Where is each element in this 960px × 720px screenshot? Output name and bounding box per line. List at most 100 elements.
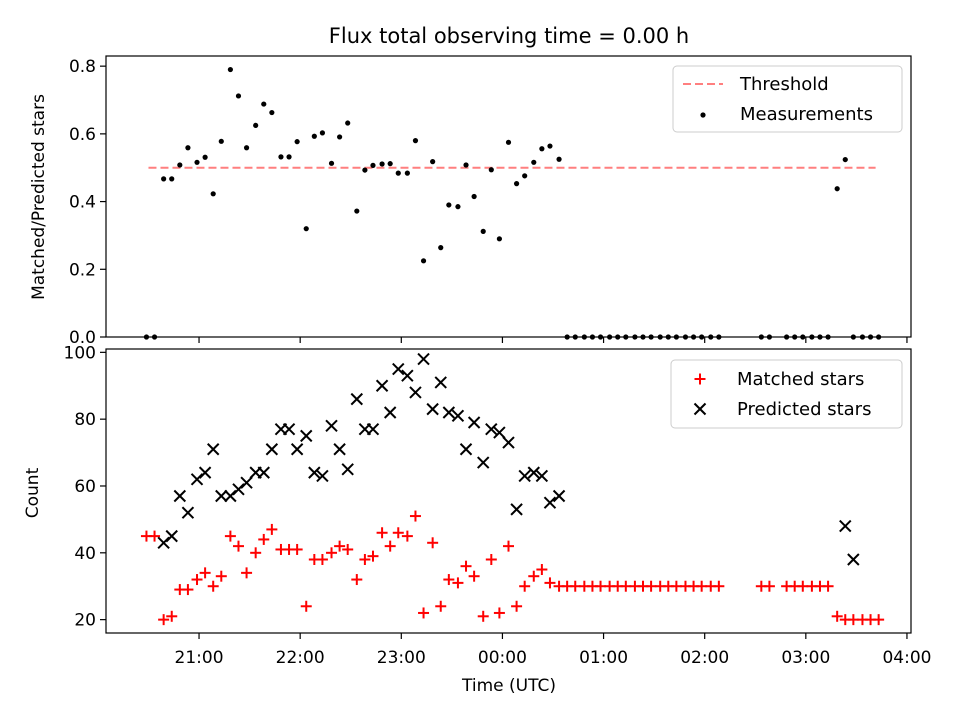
legend-threshold-label: Threshold [739, 74, 829, 95]
x-axis-label: Time (UTC) [461, 676, 556, 696]
matched-star-point [149, 530, 161, 542]
xtick-label: 22:00 [276, 648, 325, 668]
measurement-point [311, 133, 317, 139]
xtick-label: 04:00 [882, 648, 931, 668]
predicted-star-point [477, 456, 490, 469]
measurement-point [294, 139, 300, 145]
measurement-point [708, 334, 714, 340]
matched-star-point [300, 600, 312, 612]
predicted-star-point [325, 419, 338, 433]
bottom-axes-frame [105, 348, 912, 634]
measurement-point [597, 334, 604, 340]
predicted-star-point [392, 362, 405, 376]
predicted-star-point [375, 379, 389, 392]
bottom-ytick-label: 40 [74, 544, 96, 564]
measurement-point [623, 334, 629, 340]
predicted-star-point [333, 443, 346, 456]
predicted-star-point [240, 476, 253, 489]
legend-predicted-label: Predicted stars [737, 399, 871, 420]
measurement-point [859, 334, 866, 340]
matched-star-point [199, 567, 211, 579]
measurement-point [218, 138, 224, 144]
predicted-star-point [485, 422, 498, 436]
matched-star-point [460, 560, 472, 572]
predicted-star-point [417, 352, 430, 366]
measurement-point [657, 334, 663, 340]
predicted-star-point [535, 469, 549, 483]
measurement-point [143, 334, 150, 340]
xtick-label: 00:00 [478, 648, 527, 668]
matched-star-point [409, 510, 421, 522]
bottom-y-axis-label: Count [23, 467, 43, 518]
measurement-point [177, 162, 183, 168]
matched-star-point [232, 540, 244, 552]
matched-star-point [544, 577, 556, 589]
matched-star-point [207, 580, 219, 592]
measurement-point [362, 167, 368, 173]
predicted-star-point [451, 409, 465, 423]
bottom-ytick-label: 20 [74, 611, 96, 631]
top-ytick-label: 0.2 [69, 260, 96, 280]
measurement-point [867, 334, 874, 340]
predicted-star-point [459, 443, 473, 456]
predicted-star-point [350, 392, 364, 406]
top-y-axis-label: Matched/Predicted stars [29, 94, 49, 300]
matched-star-point [316, 553, 328, 565]
bottom-legend: Matched stars Predicted stars [670, 359, 903, 429]
legend-matched-marker [694, 373, 706, 385]
measurement-point [690, 334, 697, 340]
bottom-panel: 20 40 60 80 100 21:00 22:00 23:00 00:00 01:00 02:… [23, 343, 931, 696]
bottom-legend-box [670, 359, 903, 429]
predicted-star-point [290, 443, 304, 456]
measurement-point [480, 228, 486, 234]
predicted-star-point [434, 376, 447, 389]
measurement-point [850, 334, 856, 340]
matched-star-point [376, 527, 388, 539]
matched-star-point [351, 574, 363, 586]
matched-star-point [224, 530, 236, 542]
matched-star-point [763, 580, 775, 592]
matched-star-point [342, 543, 354, 555]
measurement-point [404, 170, 410, 176]
measurement-points [143, 66, 882, 340]
predicted-star-point [215, 489, 228, 503]
matched-star-point [392, 527, 404, 539]
measurement-point [337, 134, 343, 140]
legend-matched-swatch [694, 373, 706, 385]
xtick-label: 21:00 [175, 648, 224, 668]
measurement-point [446, 202, 452, 208]
predicted-star-point [467, 416, 481, 429]
xtick-label: 01:00 [579, 648, 628, 668]
measurement-point [185, 145, 191, 151]
top-ytick-label: 0.6 [69, 125, 96, 145]
measurement-point [572, 334, 578, 340]
measurement-point [328, 160, 335, 166]
top-ytick-label: 0.8 [69, 57, 96, 77]
measurement-point [784, 334, 790, 340]
measurement-point [438, 245, 444, 251]
measurement-point [455, 204, 461, 210]
bottom-x-ticks: 21:00 22:00 23:00 00:00 01:00 02:00 03:00 04:00 [175, 633, 931, 668]
xtick-label: 02:00 [680, 648, 729, 668]
matched-star-point [191, 574, 203, 586]
predicted-star-point [543, 496, 557, 509]
measurement-point [286, 154, 292, 160]
matched-star-point [822, 580, 834, 592]
measurement-point [496, 236, 502, 242]
measurement-point [825, 334, 831, 340]
predicted-star-point [173, 489, 187, 503]
measurement-point [387, 161, 393, 167]
measurement-point [253, 122, 259, 129]
measurement-point [420, 258, 427, 264]
matched-star-point [359, 553, 371, 565]
measurement-point [547, 143, 553, 149]
measurement-point [151, 334, 158, 340]
measurement-point [564, 334, 570, 340]
measurement-point [640, 334, 646, 340]
measurement-point [169, 176, 175, 182]
measurement-point [210, 191, 216, 197]
measurement-point [463, 162, 469, 168]
measurement-point [202, 154, 208, 160]
matched-star-point [873, 614, 885, 626]
predicted-star-point [493, 426, 506, 439]
